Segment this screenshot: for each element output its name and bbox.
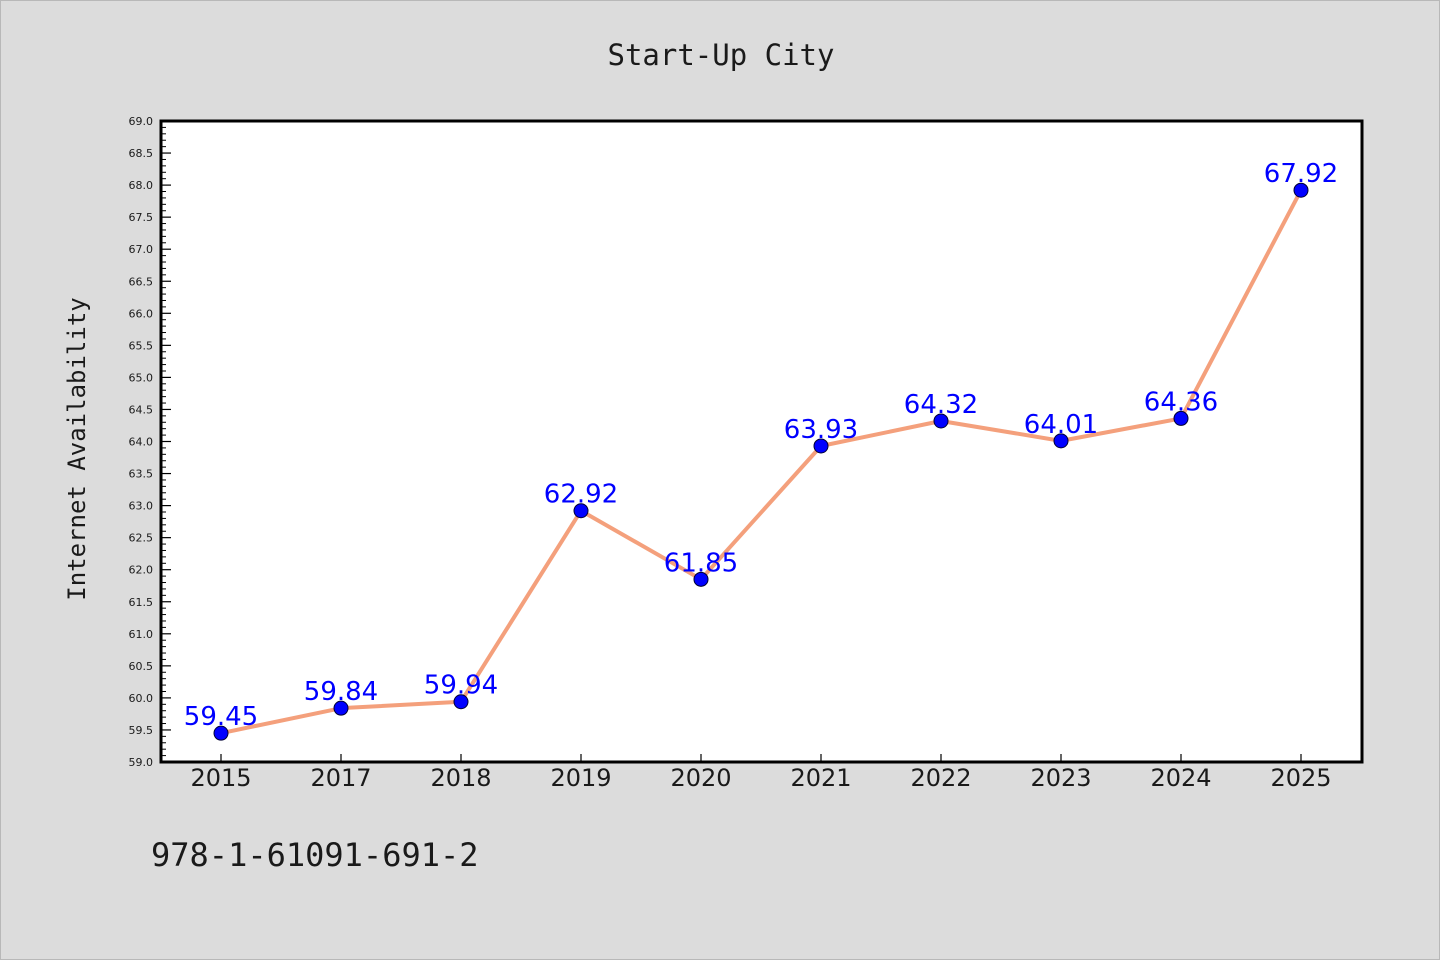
y-tick-label: 69.0: [129, 115, 154, 128]
x-tick-label: 2018: [430, 764, 491, 792]
x-axis: 2015 2017 2018 2019 2020 2021 2022 2023 2024 2025: [190, 754, 1332, 792]
data-label: 64.36: [1144, 387, 1218, 417]
data-point: [1173, 410, 1189, 426]
y-tick-label: 66.5: [129, 275, 154, 288]
x-tick-label: 2019: [550, 764, 611, 792]
y-tick-label: 61.0: [129, 628, 154, 641]
data-point: [1293, 182, 1309, 198]
data-point: [813, 438, 829, 454]
y-tick-label: 64.0: [129, 436, 154, 449]
data-label: 64.01: [1024, 410, 1098, 440]
data-point: [933, 413, 949, 429]
x-tick-label: 2017: [310, 764, 371, 792]
y-tick-label: 68.5: [129, 147, 154, 160]
chart-title: Start-Up City: [608, 38, 835, 72]
x-tick-label: 2020: [670, 764, 731, 792]
x-tick-label: 2024: [1150, 764, 1211, 792]
data-series: 59.45 59.84 59.94 62.92 61.85 63.93 64.32 64.01…: [184, 159, 1338, 741]
x-tick-label: 2021: [790, 764, 851, 792]
y-tick-label: 62.0: [129, 564, 154, 577]
x-tick-label: 2023: [1030, 764, 1091, 792]
plot-border: [159, 119, 1364, 764]
y-tick-label: 68.0: [129, 179, 154, 192]
y-tick-label: 60.0: [129, 692, 154, 705]
data-label: 59.45: [184, 702, 258, 732]
data-point: [333, 700, 349, 716]
y-tick-label: 59.0: [129, 756, 154, 769]
y-tick-label: 65.5: [129, 339, 154, 352]
y-tick-label: 63.0: [129, 500, 154, 513]
y-tick-label: 64.5: [129, 403, 154, 416]
isbn-text: 978-1-61091-691-2: [151, 836, 479, 874]
data-label: 63.93: [784, 415, 858, 445]
plot-area: [161, 121, 1362, 762]
y-tick-label: 60.5: [129, 660, 154, 673]
y-tick-label: 59.5: [129, 724, 154, 737]
data-point: [693, 571, 709, 587]
y-axis: 59.0 59.5 60.0 60.5 61.0 61.5 62.0 62.5 63.0 63.5…: [129, 115, 171, 769]
y-tick-label: 61.5: [129, 596, 154, 609]
data-label: 67.92: [1264, 159, 1338, 189]
y-tick-label: 67.0: [129, 243, 154, 256]
y-tick-label: 63.5: [129, 468, 154, 481]
data-label: 59.94: [424, 671, 498, 701]
data-label: 61.85: [664, 548, 738, 578]
x-tick-label: 2015: [190, 764, 251, 792]
data-label: 62.92: [544, 480, 618, 510]
data-point: [573, 503, 589, 519]
y-tick-label: 65.0: [129, 371, 154, 384]
data-label: 59.84: [304, 677, 378, 707]
x-tick-label: 2022: [910, 764, 971, 792]
y-axis-label: Internet Availability: [63, 297, 91, 600]
y-tick-label: 67.5: [129, 211, 154, 224]
y-tick-label: 66.0: [129, 307, 154, 320]
data-point: [453, 694, 469, 710]
data-point: [213, 725, 229, 741]
data-point: [1053, 433, 1069, 449]
x-tick-label: 2025: [1270, 764, 1331, 792]
series-line: [219, 188, 1303, 736]
y-tick-label: 62.5: [129, 532, 154, 545]
data-label: 64.32: [904, 390, 978, 420]
